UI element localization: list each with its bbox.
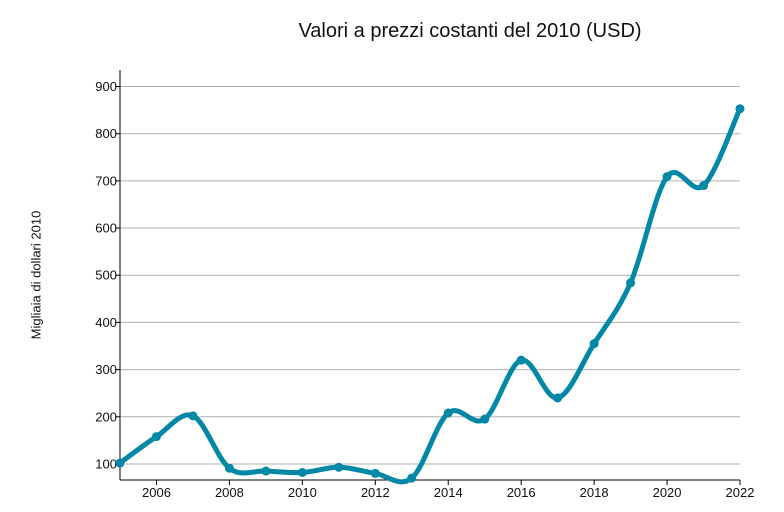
data-point-2016: [516, 355, 526, 365]
y-tick-label-300: 300: [95, 362, 117, 377]
data-point-2009: [261, 466, 271, 476]
y-tick-label-600: 600: [95, 221, 117, 236]
x-tick-label-2006: 2006: [142, 485, 171, 500]
y-tick-label-200: 200: [95, 409, 117, 424]
data-point-2007: [188, 411, 198, 421]
series-line: [117, 106, 743, 485]
data-point-2021: [699, 181, 709, 191]
y-tick-label-700: 700: [95, 173, 117, 188]
data-point-2011: [334, 462, 344, 472]
x-tick-label-2014: 2014: [434, 485, 463, 500]
data-point-2010: [297, 467, 307, 477]
x-tick-label-2022: 2022: [726, 485, 755, 500]
x-tick-label-2018: 2018: [580, 485, 609, 500]
y-tick-label-900: 900: [95, 79, 117, 94]
data-point-2020: [662, 172, 672, 182]
y-ticks: 100 200 300 400 500 600 700 800 900: [95, 79, 120, 471]
x-tick-label-2016: 2016: [507, 485, 536, 500]
x-tick-label-2012: 2012: [361, 485, 390, 500]
data-point-2022: [735, 104, 745, 114]
x-tick-label-2010: 2010: [288, 485, 317, 500]
data-point-2014: [443, 408, 453, 418]
data-point-2013: [407, 473, 417, 483]
x-ticks: 2006 2008 2010 2012 2014 2016 2018 2020 2022: [142, 480, 754, 500]
y-tick-label-400: 400: [95, 315, 117, 330]
data-point-2005: [115, 458, 125, 468]
y-tick-label-800: 800: [95, 126, 117, 141]
data-point-2006: [151, 432, 161, 442]
data-point-2015: [480, 414, 490, 424]
data-point-2019: [626, 278, 636, 288]
data-point-2008: [224, 463, 234, 473]
data-point-2012: [370, 468, 380, 478]
data-point-2018: [589, 339, 599, 349]
chart-title: Valori a prezzi costanti del 2010 (USD): [298, 20, 642, 42]
x-tick-label-2008: 2008: [215, 485, 244, 500]
data-points: [115, 104, 745, 483]
gridlines: [120, 86, 740, 465]
data-point-2017: [553, 393, 563, 403]
y-tick-label-100: 100: [95, 456, 117, 471]
y-tick-label-500: 500: [95, 268, 117, 283]
x-tick-label-2020: 2020: [653, 485, 682, 500]
